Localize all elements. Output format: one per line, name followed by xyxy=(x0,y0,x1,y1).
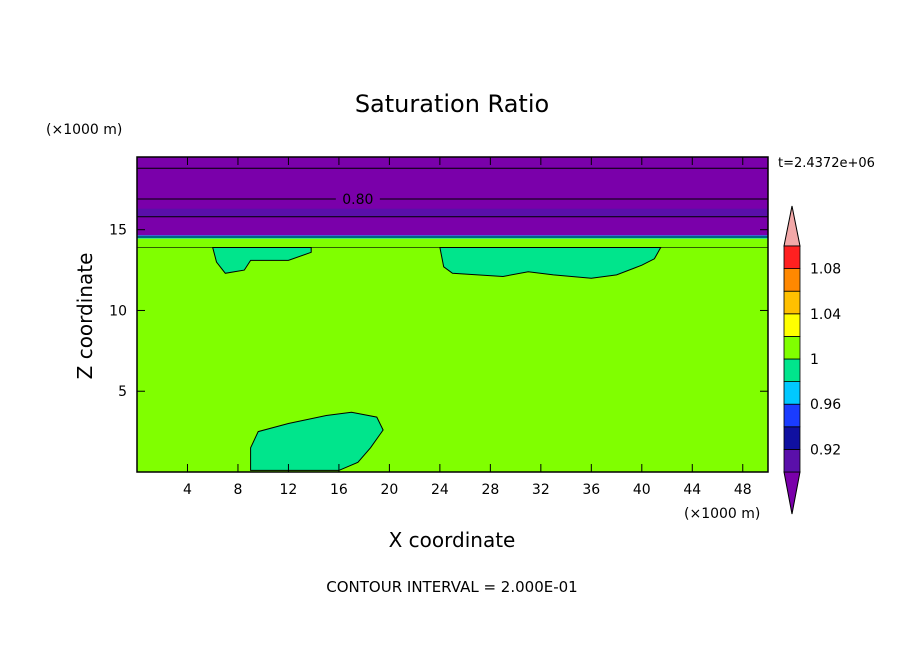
x-tick-label: 32 xyxy=(532,482,550,498)
x-tick-label: 20 xyxy=(380,482,398,498)
x-axis-ticks: 4 8 12 16 20 24 28 32 36 40 44 48 xyxy=(183,157,752,498)
plot-frame xyxy=(136,156,769,473)
inversion-band xyxy=(137,208,768,217)
contour-lines xyxy=(137,167,768,248)
x-tick-label: 40 xyxy=(633,482,651,498)
colorbar-segment xyxy=(783,290,801,315)
upper-middle-cloud xyxy=(439,247,662,279)
colorbar-tick-label: 1 xyxy=(810,352,819,368)
colorbar-labels: 0.92 0.96 1 1.04 1.08 xyxy=(810,262,841,459)
chart-title: Saturation Ratio xyxy=(355,90,549,118)
lower-left-cloud xyxy=(250,411,384,471)
colorbar-tick-label: 0.92 xyxy=(810,442,841,458)
plot-area xyxy=(137,157,768,472)
contour-interval-footer: CONTOUR INTERVAL = 2.000E-01 xyxy=(326,578,577,596)
x-tick-label: 4 xyxy=(183,482,192,498)
colorbar-segment xyxy=(783,403,801,428)
y-unit-label: (×1000 m) xyxy=(46,122,122,138)
colorbar-over-arrow xyxy=(783,205,801,247)
colorbar-segment xyxy=(783,313,801,337)
y-axis-ticks: 5 10 15 xyxy=(109,223,768,400)
colorbar-segment xyxy=(783,335,801,360)
y-tick-label: 5 xyxy=(118,384,127,400)
colorbar-segment xyxy=(783,448,801,473)
x-tick-label: 12 xyxy=(280,482,298,498)
colorbar-segment xyxy=(783,426,801,450)
x-tick-label: 24 xyxy=(431,482,449,498)
colorbar-tick-label: 1.08 xyxy=(810,262,841,278)
x-tick-label: 48 xyxy=(734,482,752,498)
colorbar xyxy=(783,205,801,515)
x-tick-label: 16 xyxy=(330,482,348,498)
x-unit-label: (×1000 m) xyxy=(684,506,760,522)
contour-label: 0.80 xyxy=(342,192,373,208)
y-tick-label: 10 xyxy=(109,303,127,319)
y-axis-label: Z coordinate xyxy=(73,253,97,380)
colorbar-segment xyxy=(783,268,801,292)
x-tick-label: 28 xyxy=(481,482,499,498)
colorbar-segment xyxy=(783,381,801,405)
upper-left-cloud xyxy=(212,247,312,274)
x-tick-label: 8 xyxy=(233,482,242,498)
stratosphere-field xyxy=(137,157,768,238)
colorbar-segment xyxy=(783,358,801,383)
x-tick-label: 36 xyxy=(582,482,600,498)
x-axis-label: X coordinate xyxy=(389,528,516,552)
colorbar-tick-label: 1.04 xyxy=(810,307,841,323)
colorbar-tick-label: 0.96 xyxy=(810,397,841,413)
y-tick-label: 15 xyxy=(109,223,127,239)
moist-regions xyxy=(212,247,662,471)
x-tick-label: 44 xyxy=(683,482,701,498)
contour-label-background xyxy=(335,191,380,207)
colorbar-segment xyxy=(783,245,801,270)
colorbar-under-arrow xyxy=(783,471,801,515)
time-label: t=2.4372e+06 xyxy=(778,156,875,171)
